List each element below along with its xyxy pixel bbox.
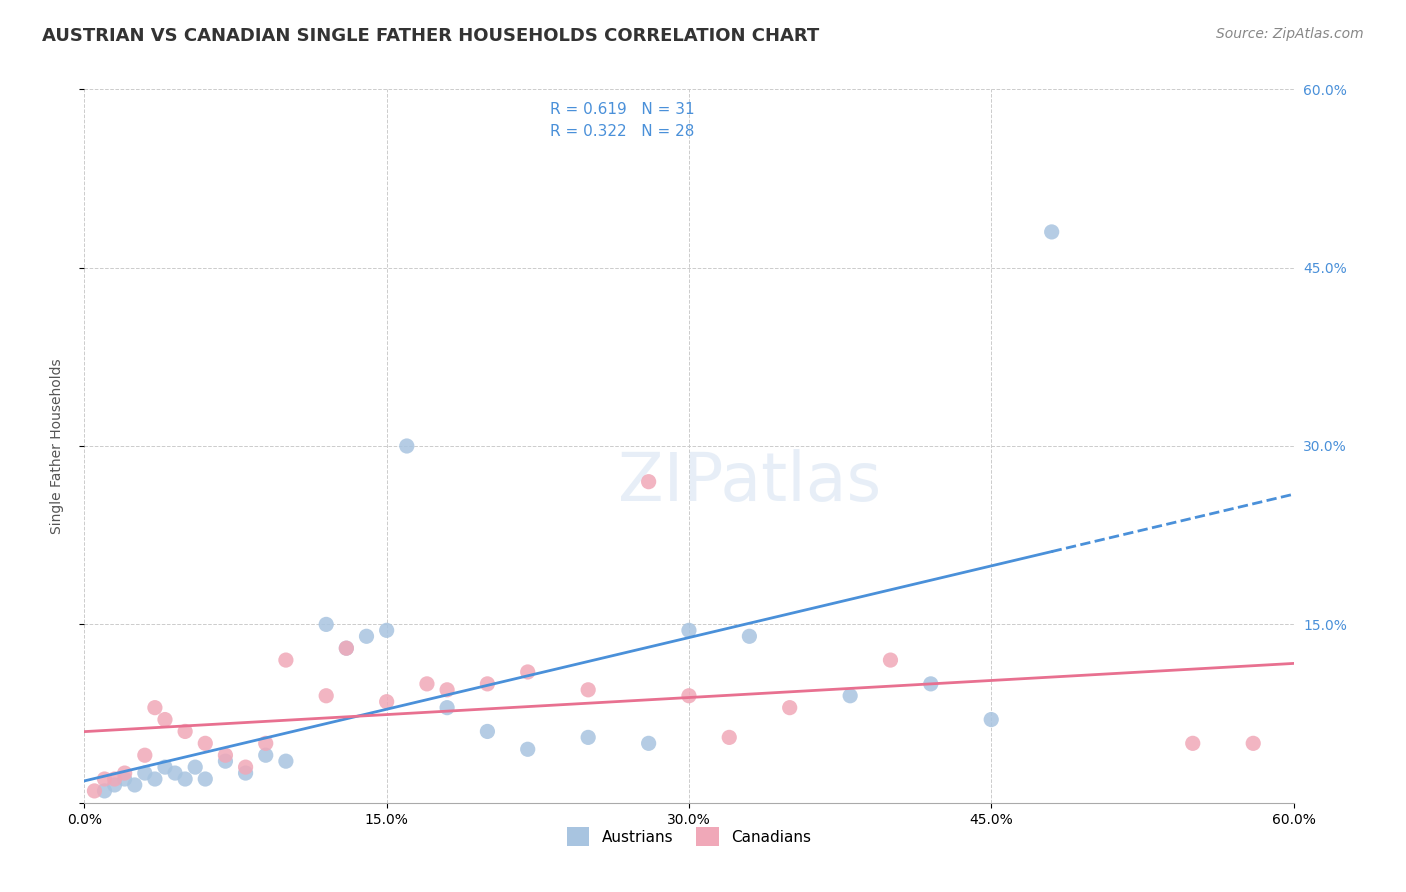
Point <box>214 748 236 763</box>
Point <box>235 760 257 774</box>
Point <box>184 760 207 774</box>
Point <box>104 778 127 792</box>
Point <box>93 772 115 786</box>
Point <box>93 784 115 798</box>
Point <box>1040 225 1063 239</box>
Point <box>637 475 659 489</box>
Point <box>254 748 277 763</box>
Point <box>920 677 942 691</box>
Point <box>1241 736 1264 750</box>
Point <box>214 754 236 768</box>
Point <box>678 624 700 638</box>
Text: Source: ZipAtlas.com: Source: ZipAtlas.com <box>1216 27 1364 41</box>
Point <box>143 772 166 786</box>
Point <box>124 778 146 792</box>
Point <box>143 700 166 714</box>
Point <box>576 682 599 697</box>
Point <box>165 766 187 780</box>
Point <box>375 695 398 709</box>
Point <box>576 731 599 745</box>
Point <box>718 731 741 745</box>
Point <box>254 736 277 750</box>
Point <box>194 736 217 750</box>
Point <box>134 766 156 780</box>
Text: AUSTRIAN VS CANADIAN SINGLE FATHER HOUSEHOLDS CORRELATION CHART: AUSTRIAN VS CANADIAN SINGLE FATHER HOUSE… <box>42 27 820 45</box>
Point <box>315 617 337 632</box>
Point <box>104 772 127 786</box>
Point <box>516 665 538 679</box>
Text: R = 0.619   N = 31: R = 0.619 N = 31 <box>550 103 695 117</box>
Point <box>436 682 458 697</box>
Point <box>416 677 439 691</box>
Y-axis label: Single Father Households: Single Father Households <box>49 359 63 533</box>
Point <box>980 713 1002 727</box>
Point <box>153 760 176 774</box>
Point <box>375 624 398 638</box>
Point <box>174 724 197 739</box>
Point <box>738 629 761 643</box>
Text: R = 0.322   N = 28: R = 0.322 N = 28 <box>550 124 695 138</box>
Point <box>436 700 458 714</box>
Point <box>477 724 499 739</box>
Point <box>678 689 700 703</box>
Legend: Austrians, Canadians: Austrians, Canadians <box>561 822 817 852</box>
Point <box>879 653 901 667</box>
Point <box>637 736 659 750</box>
Point <box>114 766 136 780</box>
Text: ZIPatlas: ZIPatlas <box>617 449 882 515</box>
Point <box>477 677 499 691</box>
Point <box>315 689 337 703</box>
Point <box>335 641 357 656</box>
Point <box>83 784 105 798</box>
Point <box>114 772 136 786</box>
Point <box>839 689 862 703</box>
Point <box>134 748 156 763</box>
Point <box>335 641 357 656</box>
Point <box>235 766 257 780</box>
Point <box>153 713 176 727</box>
Point <box>779 700 801 714</box>
Point <box>274 653 297 667</box>
Point <box>194 772 217 786</box>
Point <box>395 439 418 453</box>
Point <box>274 754 297 768</box>
Point <box>516 742 538 756</box>
Point <box>356 629 378 643</box>
Point <box>1181 736 1204 750</box>
Point <box>174 772 197 786</box>
